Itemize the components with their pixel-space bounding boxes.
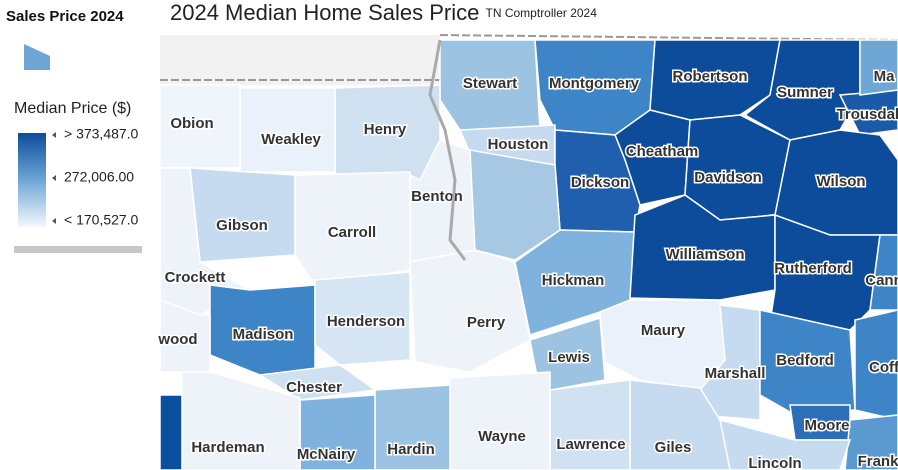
county-label: Lincoln <box>748 455 801 470</box>
tick <box>52 218 56 224</box>
legend-subtitle: Median Price ($) <box>14 100 131 117</box>
title: 2024 Median Home Sales Price <box>170 0 479 25</box>
legend-label: > 373,487.0 <box>64 126 139 142</box>
county-label: Sumner <box>777 84 833 101</box>
state-border <box>439 34 898 41</box>
county-label: Frank <box>858 453 898 470</box>
county-label: Moore <box>805 417 850 434</box>
county-label: Davidson <box>694 169 762 186</box>
county-label: Lewis <box>548 349 590 366</box>
county-label: Weakley <box>261 131 321 148</box>
county-label: Madison <box>233 326 294 343</box>
county-label: Bedford <box>776 352 834 369</box>
county-label: Henry <box>364 121 407 138</box>
county-label: Williamson <box>665 246 744 263</box>
county-label: Perry <box>467 314 506 331</box>
county-label: Robertson <box>673 68 748 85</box>
county-label: McNairy <box>297 446 356 463</box>
county[interactable] <box>159 84 241 169</box>
county[interactable] <box>869 234 898 311</box>
county-label: Crockett <box>165 269 226 286</box>
legend-label: < 170,527.0 <box>64 212 139 228</box>
county[interactable] <box>449 371 551 470</box>
county-label: Maury <box>641 322 686 339</box>
county-label: Ma <box>874 68 895 85</box>
kentucky <box>160 35 440 85</box>
county-label: Rutherford <box>774 260 852 277</box>
tick <box>52 132 56 138</box>
scrollbar[interactable] <box>14 246 142 253</box>
legend-label: 272,006.00 <box>64 169 134 185</box>
county-label: Cheatham <box>626 143 699 160</box>
county-labels: Stewart Montgomery Robertson SumnerTrousdal… <box>156 66 898 470</box>
county-label: Houston <box>488 136 549 153</box>
counties <box>159 39 898 470</box>
county[interactable] <box>257 364 377 401</box>
county[interactable] <box>314 271 411 366</box>
county-label: Lawrence <box>556 436 625 453</box>
legend: Sales Price 2024 Median Price ($) > 373,… <box>0 0 142 470</box>
county-label: Trousdale <box>837 106 898 123</box>
county[interactable] <box>159 298 211 373</box>
tick <box>52 175 56 181</box>
county-label: Cann <box>865 272 898 289</box>
county-label: wood <box>157 331 197 348</box>
county[interactable] <box>854 309 898 421</box>
county-label: Coff <box>869 359 898 376</box>
county-label: Wilson <box>816 173 865 190</box>
county-label: Hardin <box>387 441 435 458</box>
county-label: Chester <box>286 379 342 396</box>
county-label: Henderson <box>327 313 405 330</box>
legend-title: Sales Price 2024 <box>6 8 124 25</box>
color-ramp <box>18 133 46 227</box>
county-label: Benton <box>411 188 463 205</box>
county[interactable] <box>189 167 296 263</box>
county-label: Obion <box>170 115 213 132</box>
county-label: Wayne <box>478 428 526 445</box>
county-label: Hickman <box>542 272 605 289</box>
county[interactable] <box>469 149 561 261</box>
county[interactable] <box>859 39 898 96</box>
subtitle: TN Comptroller 2024 <box>486 6 598 20</box>
county-label: Giles <box>655 439 692 456</box>
county[interactable] <box>844 414 898 470</box>
county[interactable] <box>549 379 631 470</box>
legend-bg <box>0 0 142 470</box>
county-label: Marshall <box>705 365 766 382</box>
river <box>428 39 467 261</box>
map-title: 2024 Median Home Sales Price TN Comptrol… <box>170 0 597 25</box>
county-label: Hardeman <box>191 439 264 456</box>
county-label: Carroll <box>328 224 376 241</box>
county-label: Stewart <box>463 75 517 92</box>
layer-icon <box>24 44 50 70</box>
county-label: Dickson <box>571 174 629 191</box>
county[interactable] <box>159 394 183 470</box>
county-label: Gibson <box>216 217 268 234</box>
county-label: Montgomery <box>549 75 640 92</box>
